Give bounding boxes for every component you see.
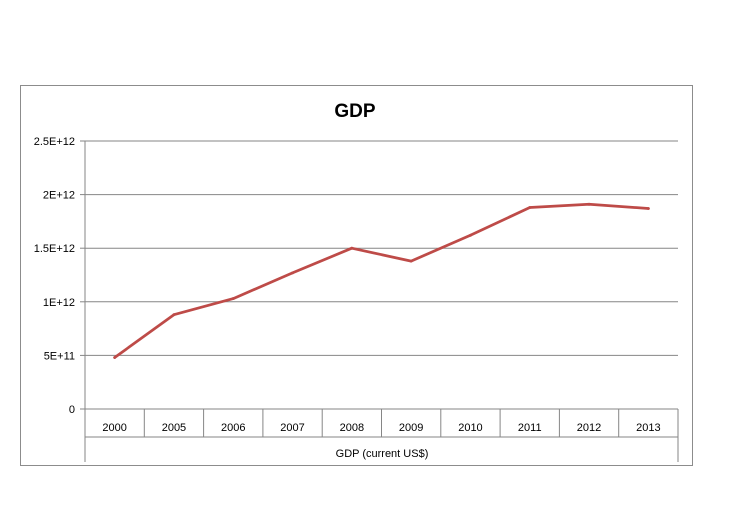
x-tick-label: 2009 <box>399 422 423 434</box>
y-tick-label: 1.5E+12 <box>34 243 75 255</box>
chart-area <box>20 85 693 466</box>
series-layer <box>113 202 650 359</box>
x-tick-label: 2010 <box>458 422 482 434</box>
axes <box>80 140 679 462</box>
y-tick-label: 2E+12 <box>43 190 75 202</box>
data-point <box>291 271 294 275</box>
x-axis-label: GDP (current US$) <box>336 448 429 460</box>
x-tick-label: 2011 <box>518 422 542 434</box>
data-point <box>646 207 650 210</box>
data-point <box>231 297 235 300</box>
series-line-gdp <box>113 202 650 359</box>
data-point <box>172 313 176 317</box>
data-point <box>350 246 354 250</box>
data-point <box>409 259 413 263</box>
chart-title: GDP <box>334 101 376 122</box>
y-tick-label: 2.5E+12 <box>34 136 75 148</box>
x-tick-labels: 2000 2005 2006 2007 2008 2009 2010 2011 2012 2013 <box>102 422 660 434</box>
x-tick-label: 2008 <box>340 422 364 434</box>
data-point <box>587 202 591 206</box>
y-tick-label: 0 <box>69 404 75 416</box>
x-tick-label: 2005 <box>162 422 186 434</box>
x-tick-label: 2007 <box>280 422 304 434</box>
data-point <box>113 356 117 359</box>
y-tick-labels: 0 5E+11 1E+12 1.5E+12 2E+12 2.5E+12 <box>34 136 75 416</box>
gridlines <box>85 140 678 356</box>
x-tick-label: 2006 <box>221 422 245 434</box>
data-point <box>528 206 532 209</box>
data-point <box>469 233 472 237</box>
x-tick-label: 2012 <box>577 422 601 434</box>
x-tick-label: 2013 <box>636 422 660 434</box>
y-tick-label: 5E+11 <box>44 350 75 362</box>
x-tick-label: 2000 <box>102 422 126 434</box>
y-tick-label: 1E+12 <box>43 297 75 309</box>
